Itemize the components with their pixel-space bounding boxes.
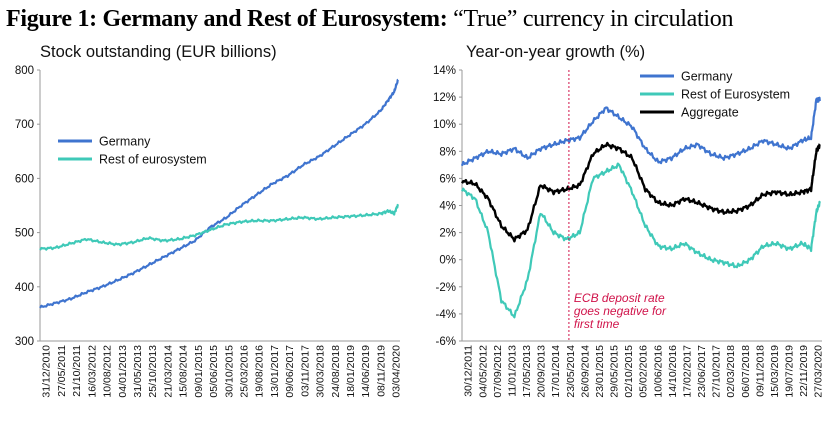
x-tick-label: 06/07/2018 (740, 345, 752, 398)
x-tick-label: 30/12/2011 (463, 345, 475, 397)
ecb-annotation-text: ECB deposit rate (574, 291, 665, 305)
y-tick-label: 4% (439, 201, 456, 213)
x-tick-label: 25/03/2016 (239, 345, 251, 398)
x-tick-label: 21/10/2011 (71, 345, 83, 397)
x-tick-label: 05/02/2016 (638, 345, 650, 398)
x-tick-label: 31/05/2013 (132, 345, 144, 398)
x-tick-label: 18/01/2019 (345, 345, 357, 398)
x-tick-label: 25/10/2013 (147, 345, 159, 398)
x-tick-label: 03/11/2017 (299, 345, 311, 397)
y-tick-label: -6% (436, 336, 456, 348)
y-tick-label: 700 (15, 119, 34, 131)
x-tick-label: 21/03/2014 (162, 345, 174, 398)
y-tick-label: 400 (15, 282, 34, 294)
x-tick-label: 19/08/2016 (254, 345, 266, 398)
x-tick-label: 23/06/2017 (696, 345, 708, 398)
y-tick-label: 6% (439, 173, 456, 185)
left-chart-title: Stock outstanding (EUR billions) (40, 43, 277, 61)
figure-title: Figure 1: Germany and Rest of Eurosystem… (6, 4, 836, 34)
x-tick-label: 16/03/2012 (86, 345, 98, 398)
y-tick-label: 8% (439, 146, 456, 158)
figure-title-bold: Figure 1: Germany and Rest of Eurosystem… (6, 6, 448, 32)
x-tick-label: 17/01/2014 (550, 345, 562, 398)
x-tick-label: 13/01/2017 (269, 345, 281, 398)
series-line-rest-of-eurosystem (461, 162, 821, 319)
x-tick-label: 03/04/2020 (391, 345, 403, 398)
series-line-rest-of-eurosystem (39, 203, 400, 251)
x-tick-label: 04/05/2012 (477, 345, 489, 398)
x-tick-label: 09/01/2015 (193, 345, 205, 398)
x-tick-label: 02/10/2015 (623, 345, 635, 398)
figure-title-rest: “True” currency in circulation (447, 6, 734, 32)
x-tick-label: 26/09/2014 (579, 345, 591, 398)
x-tick-label: 05/06/2015 (208, 345, 220, 398)
y-tick-label: -2% (436, 282, 456, 294)
series-line-germany (39, 78, 399, 309)
legend-label: Rest of eurosystem (99, 153, 207, 167)
y-tick-label: 300 (15, 336, 34, 348)
y-tick-label: 14% (433, 65, 456, 77)
legend-label: Aggregate (681, 106, 739, 120)
x-tick-label: 23/05/2014 (565, 345, 577, 398)
x-tick-label: 24/08/2018 (330, 345, 342, 398)
x-tick-label: 23/01/2015 (594, 345, 606, 398)
x-tick-label: 31/12/2010 (41, 345, 53, 398)
x-tick-label: 11/01/2013 (506, 345, 518, 397)
x-tick-label: 09/06/2017 (284, 345, 296, 398)
x-tick-label: 09/11/2018 (754, 345, 766, 397)
x-tick-label: 29/05/2015 (609, 345, 621, 398)
x-tick-label: 30/03/2018 (315, 345, 327, 398)
x-tick-label: 27/10/2017 (711, 345, 723, 398)
x-tick-label: 27/05/2011 (56, 345, 68, 397)
x-tick-label: 17/05/2013 (521, 345, 533, 398)
x-tick-label: 15/03/2019 (769, 345, 781, 398)
series-line-aggregate (460, 141, 821, 243)
x-tick-label: 02/03/2018 (725, 345, 737, 398)
x-tick-label: 20/09/2013 (536, 345, 548, 398)
series-line-germany (460, 96, 821, 167)
x-tick-label: 10/08/2012 (102, 345, 114, 398)
x-tick-label: 04/01/2013 (117, 345, 129, 398)
x-tick-label: 22/11/2019 (798, 345, 810, 397)
y-tick-label: 500 (15, 228, 34, 240)
y-tick-label: 600 (15, 173, 34, 185)
x-tick-label: 17/02/2017 (681, 345, 693, 398)
y-tick-label: 10% (433, 119, 456, 131)
y-tick-label: -4% (436, 309, 456, 321)
x-tick-label: 14/06/2019 (360, 345, 372, 398)
x-tick-label: 30/10/2015 (223, 345, 235, 398)
legend-label: Germany (681, 70, 733, 84)
y-tick-label: 0% (439, 255, 456, 267)
x-tick-label: 19/07/2019 (784, 345, 796, 398)
legend-label: Rest of Eurosystem (681, 88, 790, 102)
x-tick-label: 10/06/2016 (652, 345, 664, 398)
x-tick-label: 27/03/2020 (813, 345, 825, 398)
y-tick-label: 12% (433, 92, 456, 104)
x-tick-label: 07/09/2012 (492, 345, 504, 398)
y-tick-label: 2% (439, 228, 456, 240)
x-tick-label: 14/10/2016 (667, 345, 679, 398)
legend-label: Germany (99, 135, 151, 149)
ecb-annotation-text: first time (574, 317, 620, 331)
right-chart-title: Year-on-year growth (%) (466, 43, 646, 61)
ecb-annotation-text: goes negative for (574, 304, 667, 318)
y-tick-label: 800 (15, 65, 34, 77)
x-tick-label: 15/08/2014 (178, 345, 190, 398)
x-tick-label: 08/11/2019 (375, 345, 387, 397)
